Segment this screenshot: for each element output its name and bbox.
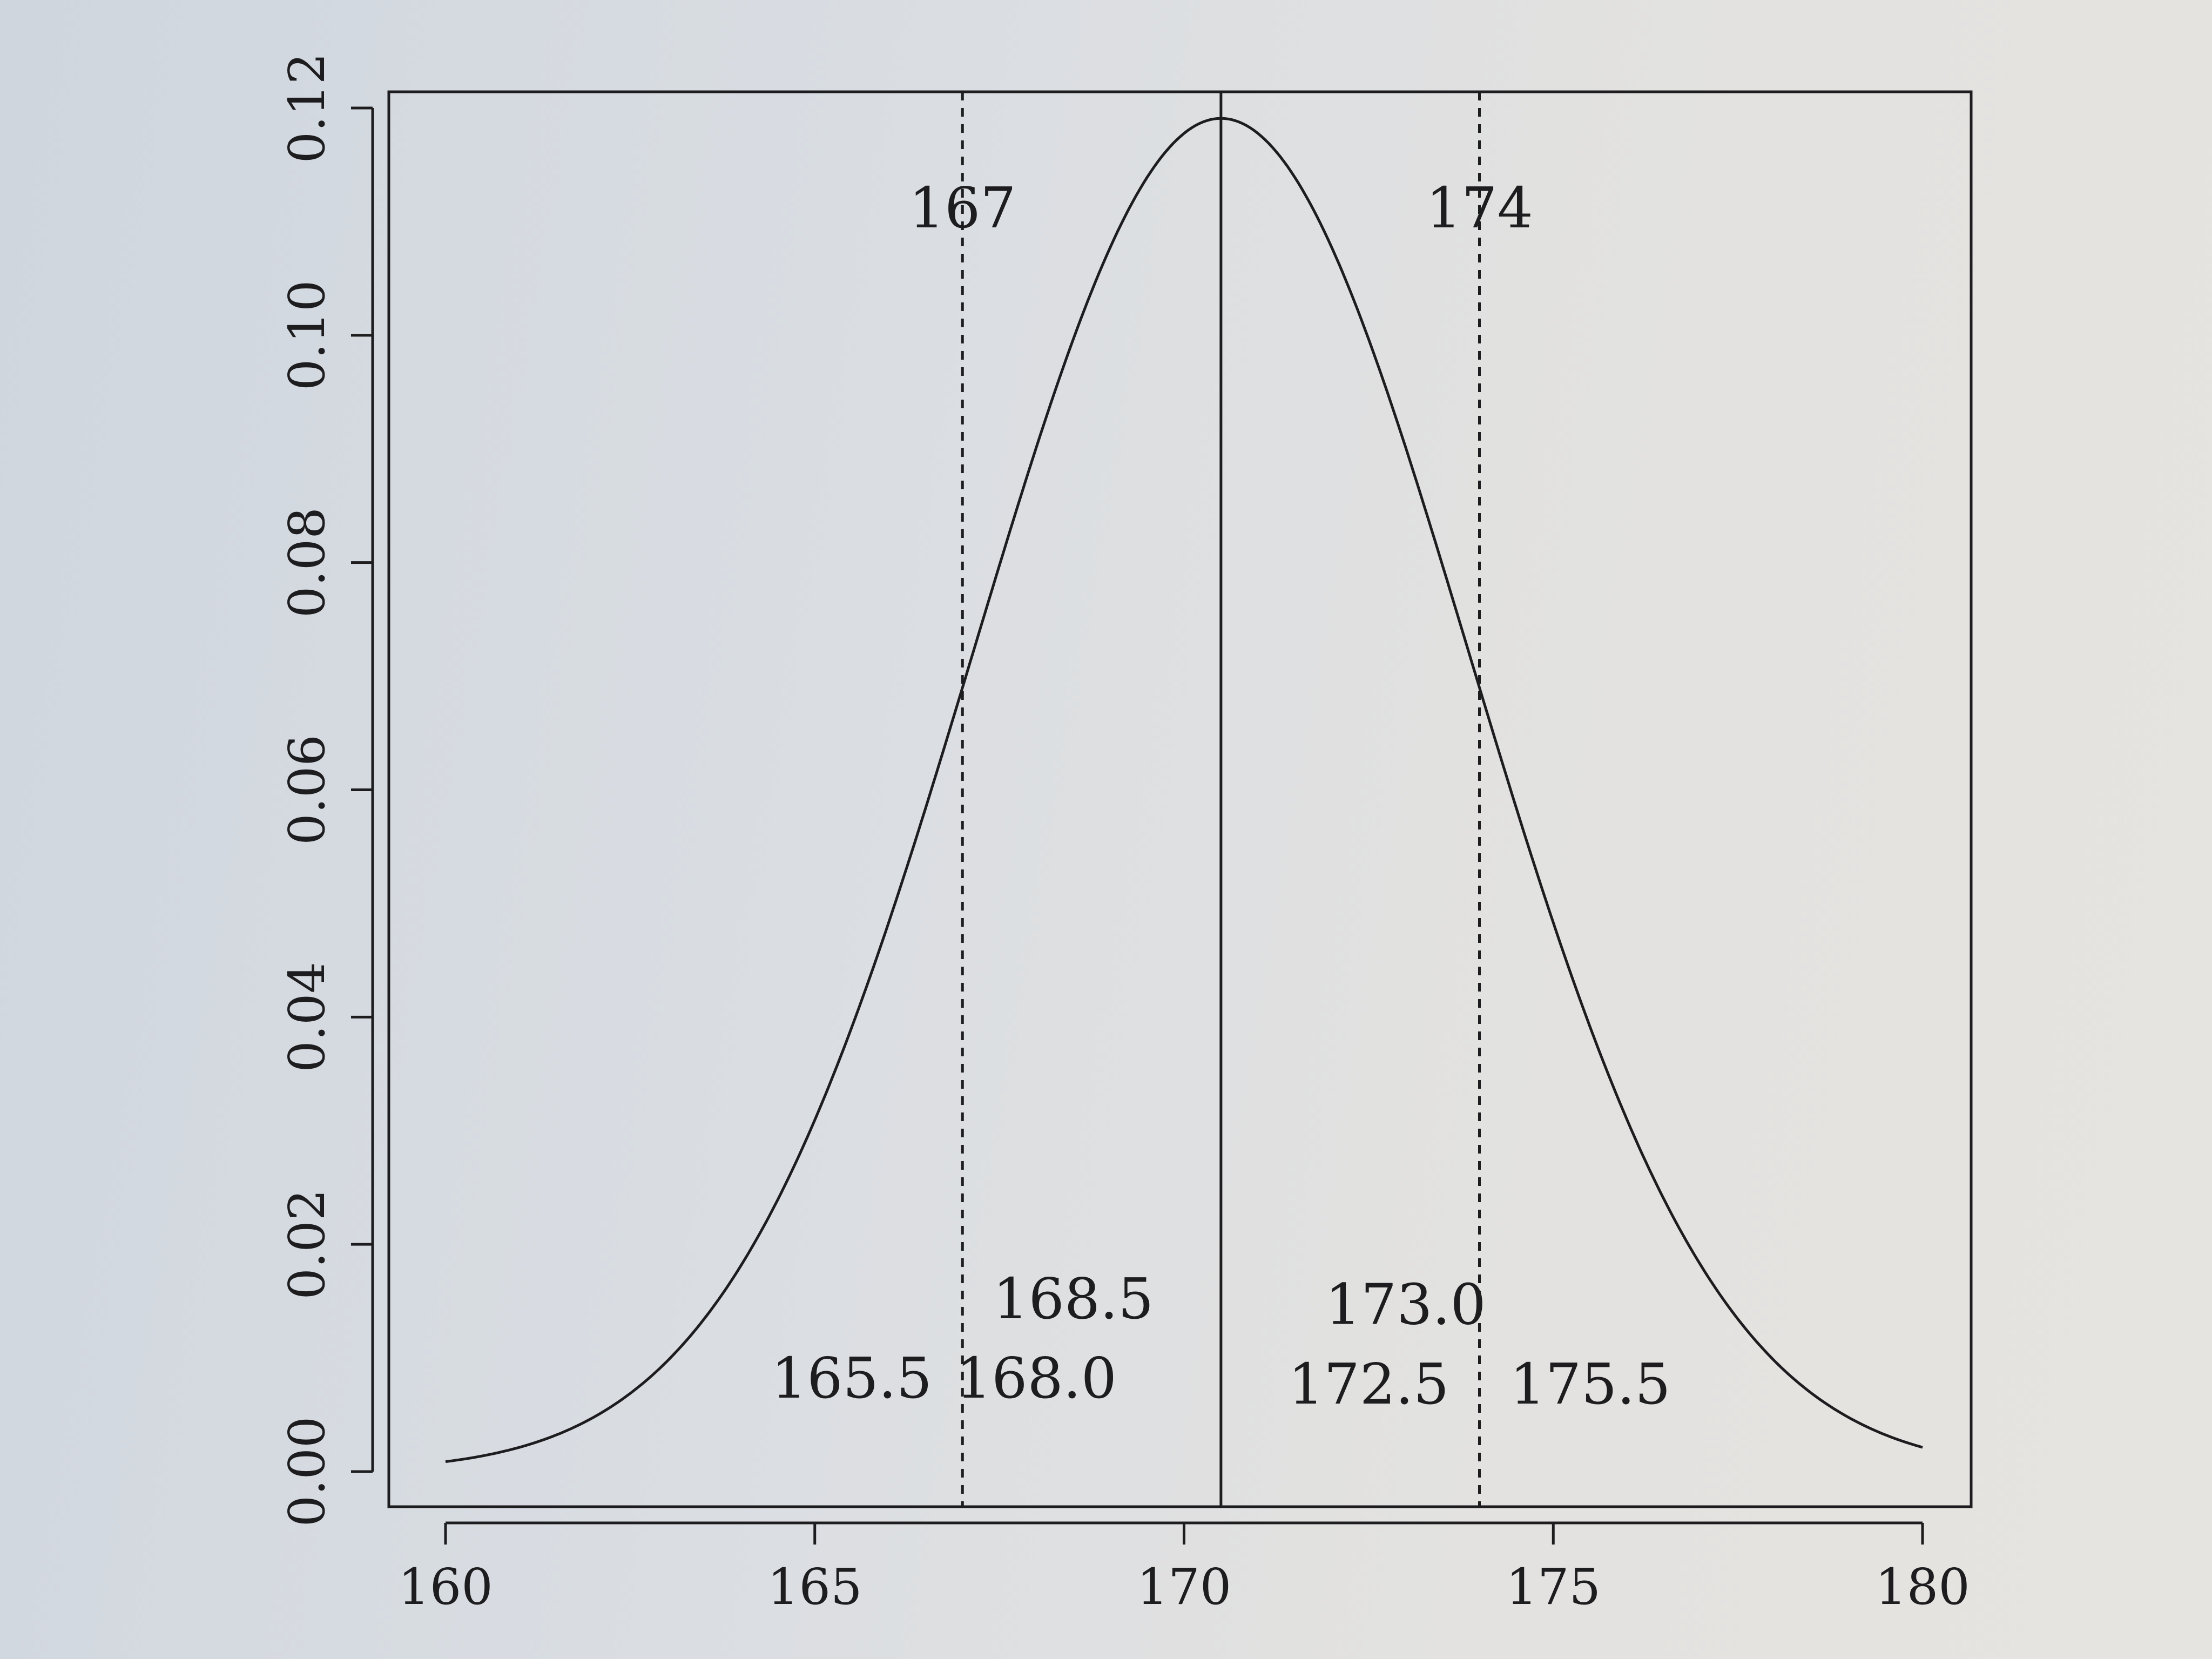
vertical-line-labels: 167 174	[909, 175, 1533, 241]
y-tick-label: 0.00	[278, 1417, 336, 1527]
x-tick-label: 165	[767, 1558, 862, 1616]
annotation-label: 168.5	[993, 1266, 1154, 1332]
x-axis: 160 165 170 175 180	[398, 1521, 1970, 1616]
x-tick-label: 180	[1875, 1558, 1970, 1616]
y-tick-label: 0.02	[278, 1189, 336, 1300]
y-tick-label: 0.04	[278, 962, 336, 1073]
x-tick-label: 160	[398, 1558, 493, 1616]
y-tick-label: 0.10	[278, 280, 336, 390]
y-tick-label: 0.06	[278, 734, 336, 845]
y-tick-label: 0.08	[278, 507, 336, 618]
annotation-label: 168.0	[956, 1345, 1117, 1411]
annotations: 168.5 165.5 168.0 173.0 172.5 175.5	[771, 1266, 1670, 1417]
x-tick-label: 170	[1137, 1558, 1232, 1616]
vertical-line-label: 167	[909, 175, 1016, 241]
annotation-label: 175.5	[1510, 1351, 1671, 1417]
annotation-label: 173.0	[1325, 1271, 1486, 1337]
vertical-lines	[961, 92, 1481, 1507]
y-axis: 0.00 0.02 0.04 0.06 0.08 0.10 0.12	[278, 53, 374, 1527]
annotation-label: 165.5	[771, 1345, 932, 1411]
density-curve	[445, 117, 1923, 1464]
x-tick-label: 175	[1506, 1558, 1601, 1616]
plot-frame	[387, 90, 1973, 1508]
y-tick-label: 0.12	[278, 53, 336, 164]
vertical-line-label: 174	[1426, 175, 1533, 241]
annotation-label: 172.5	[1289, 1351, 1449, 1417]
